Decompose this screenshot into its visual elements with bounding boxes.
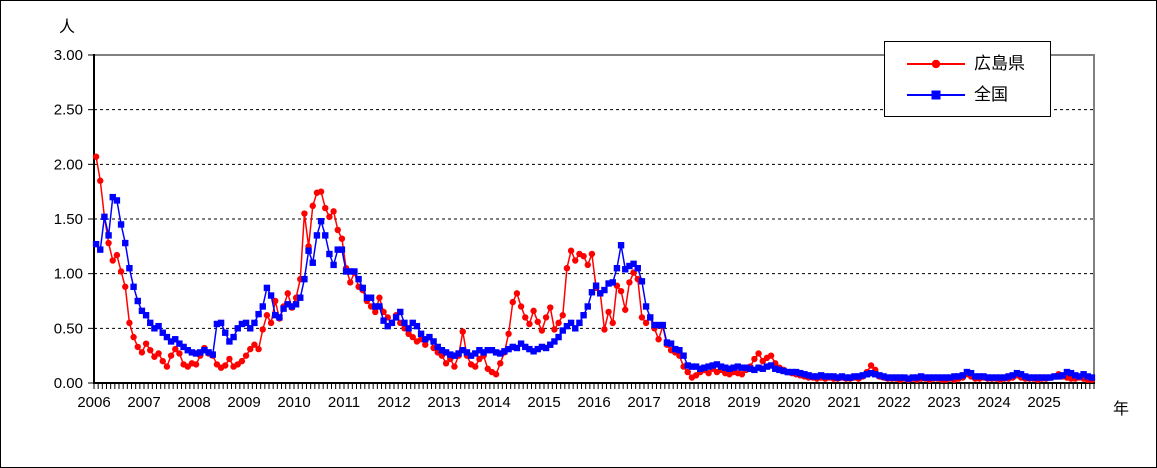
x-tick-label: 2009 [227,394,260,411]
x-tick-label: 2014 [477,394,510,411]
y-tick-label: 2.00 [54,156,83,173]
series-national [92,193,1096,382]
x-tick-label: 2012 [377,394,410,411]
series-hiroshima [92,153,1096,383]
hiroshima-line-marker-icon [907,59,965,68]
x-tick-label: 2020 [777,394,810,411]
legend-entry-national: 全国 [907,86,1050,103]
x-tick-label: 2025 [1027,394,1060,411]
x-tick-label: 2018 [677,394,710,411]
x-tick-label: 2022 [877,394,910,411]
x-axis-unit-label: 年 [1113,401,1130,418]
y-gridlines [94,109,1094,329]
legend-label-hiroshima: 広島県 [974,54,1025,73]
x-tick-label: 2010 [277,394,310,411]
y-tick-label: 1.00 [54,266,83,283]
y-axis-tick-labels: 0.00 0.50 1.00 1.50 2.00 2.50 3.00 [54,47,94,392]
x-tick-label: 2006 [77,394,110,411]
y-tick-label: 1.50 [54,211,83,228]
y-tick-label: 0.50 [54,320,83,337]
y-tick-label: 0.00 [54,375,83,392]
y-tick-label: 2.50 [54,102,83,119]
x-tick-label: 2021 [827,394,860,411]
x-tick-label: 2013 [427,394,460,411]
x-tick-label: 2016 [577,394,610,411]
legend-label-national: 全国 [974,85,1008,104]
x-tick-label: 2019 [727,394,760,411]
y-axis-unit-label: 人 [59,19,76,36]
x-tick-label: 2023 [927,394,960,411]
x-tick-label: 2008 [177,394,210,411]
x-axis-year-labels: 2006 2007 2008 2009 2010 2011 2012 2013 2014 2015… [77,394,1060,411]
legend-entry-hiroshima: 広島県 [907,55,1050,72]
national-line-marker-icon [907,90,965,99]
x-tick-label: 2007 [127,394,160,411]
x-tick-label: 2024 [977,394,1010,411]
legend: 広島県 全国 [884,41,1051,117]
x-tick-label: 2011 [328,394,360,411]
y-tick-label: 3.00 [54,47,83,64]
x-tick-label: 2015 [527,394,560,411]
x-tick-label: 2017 [627,394,660,411]
x-axis-month-ticks [93,384,1095,389]
